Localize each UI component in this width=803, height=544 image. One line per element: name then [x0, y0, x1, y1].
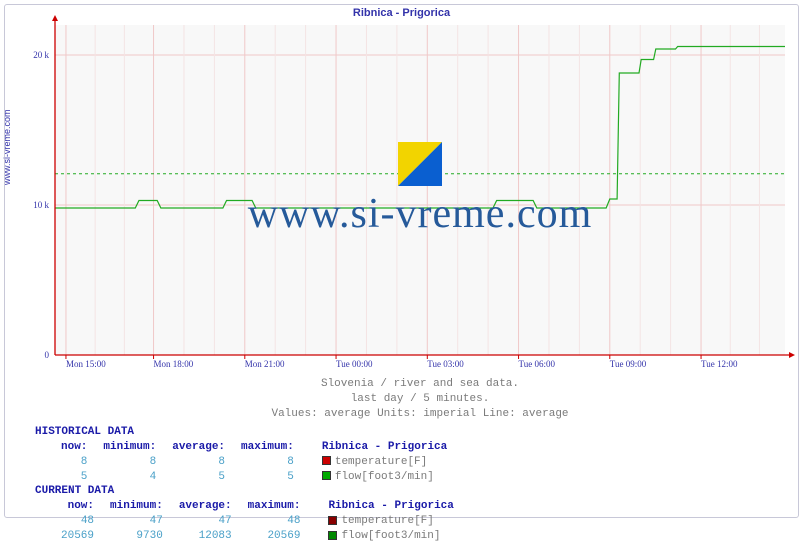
- svg-text:Tue 00:00: Tue 00:00: [336, 359, 373, 369]
- subcaption-line3: Values: average Units: imperial Line: av…: [55, 407, 785, 422]
- table-cell: 8: [53, 455, 95, 470]
- svg-text:10 k: 10 k: [33, 200, 49, 210]
- series-header: Ribnica - Prigorica: [308, 499, 461, 514]
- svg-text:Mon 18:00: Mon 18:00: [154, 359, 194, 369]
- svg-text:Tue 03:00: Tue 03:00: [427, 359, 464, 369]
- table-cell: 8: [95, 455, 164, 470]
- data-tables: HISTORICAL DATA now:minimum:average:maxi…: [35, 425, 462, 544]
- svg-text:Mon 15:00: Mon 15:00: [66, 359, 106, 369]
- table-row: 5455flow[foot3/min]: [53, 470, 455, 485]
- svg-text:20 k: 20 k: [33, 50, 49, 60]
- current-table: now:minimum:average:maximum:Ribnica - Pr…: [53, 499, 462, 544]
- col-header: minimum:: [102, 499, 171, 514]
- page: Ribnica - Prigorica www.si-vreme.com 010…: [0, 0, 803, 522]
- chart-ylabel: www.si-vreme.com: [2, 109, 12, 185]
- series-marker-icon: [322, 471, 331, 480]
- svg-text:Tue 06:00: Tue 06:00: [519, 359, 556, 369]
- chart-plot: 010 k20 kMon 15:00Mon 18:00Mon 21:00Tue …: [55, 25, 785, 355]
- table-cell: 9730: [102, 529, 171, 544]
- table-cell: 12083: [171, 529, 240, 544]
- series-cell: flow[foot3/min]: [308, 529, 461, 544]
- table-row: 8888temperature[F]: [53, 455, 455, 470]
- col-header: maximum:: [233, 440, 302, 455]
- table-row: 48474748temperature[F]: [53, 514, 462, 529]
- table-row: 2056997301208320569flow[foot3/min]: [53, 529, 462, 544]
- series-header: Ribnica - Prigorica: [302, 440, 455, 455]
- svg-text:Tue 09:00: Tue 09:00: [610, 359, 647, 369]
- series-marker-icon: [328, 531, 337, 540]
- series-cell: flow[foot3/min]: [302, 470, 455, 485]
- table-cell: 48: [240, 514, 309, 529]
- svg-text:0: 0: [45, 350, 50, 360]
- table-cell: 20569: [240, 529, 309, 544]
- table-cell: 47: [102, 514, 171, 529]
- col-header: average:: [164, 440, 233, 455]
- series-marker-icon: [322, 456, 331, 465]
- historical-table: now:minimum:average:maximum:Ribnica - Pr…: [53, 440, 455, 485]
- table-cell: 5: [164, 470, 233, 485]
- table-cell: 47: [171, 514, 240, 529]
- series-marker-icon: [328, 516, 337, 525]
- table-cell: 4: [95, 470, 164, 485]
- col-header: now:: [53, 499, 102, 514]
- chart-subcaption: Slovenia / river and sea data. last day …: [55, 377, 785, 422]
- table-cell: 5: [233, 470, 302, 485]
- table-cell: 8: [164, 455, 233, 470]
- col-header: maximum:: [240, 499, 309, 514]
- table-cell: 48: [53, 514, 102, 529]
- series-cell: temperature[F]: [308, 514, 461, 529]
- chart-frame: Ribnica - Prigorica www.si-vreme.com 010…: [4, 4, 799, 518]
- col-header: average:: [171, 499, 240, 514]
- chart-title: Ribnica - Prigorica: [5, 7, 798, 19]
- table-cell: 5: [53, 470, 95, 485]
- col-header: now:: [53, 440, 95, 455]
- table-cell: 20569: [53, 529, 102, 544]
- svg-text:Mon 21:00: Mon 21:00: [245, 359, 285, 369]
- subcaption-line2: last day / 5 minutes.: [55, 392, 785, 407]
- svg-text:Tue 12:00: Tue 12:00: [701, 359, 738, 369]
- historical-title: HISTORICAL DATA: [35, 425, 462, 440]
- table-cell: 8: [233, 455, 302, 470]
- series-cell: temperature[F]: [302, 455, 455, 470]
- subcaption-line1: Slovenia / river and sea data.: [55, 377, 785, 392]
- col-header: minimum:: [95, 440, 164, 455]
- current-title: CURRENT DATA: [35, 484, 462, 499]
